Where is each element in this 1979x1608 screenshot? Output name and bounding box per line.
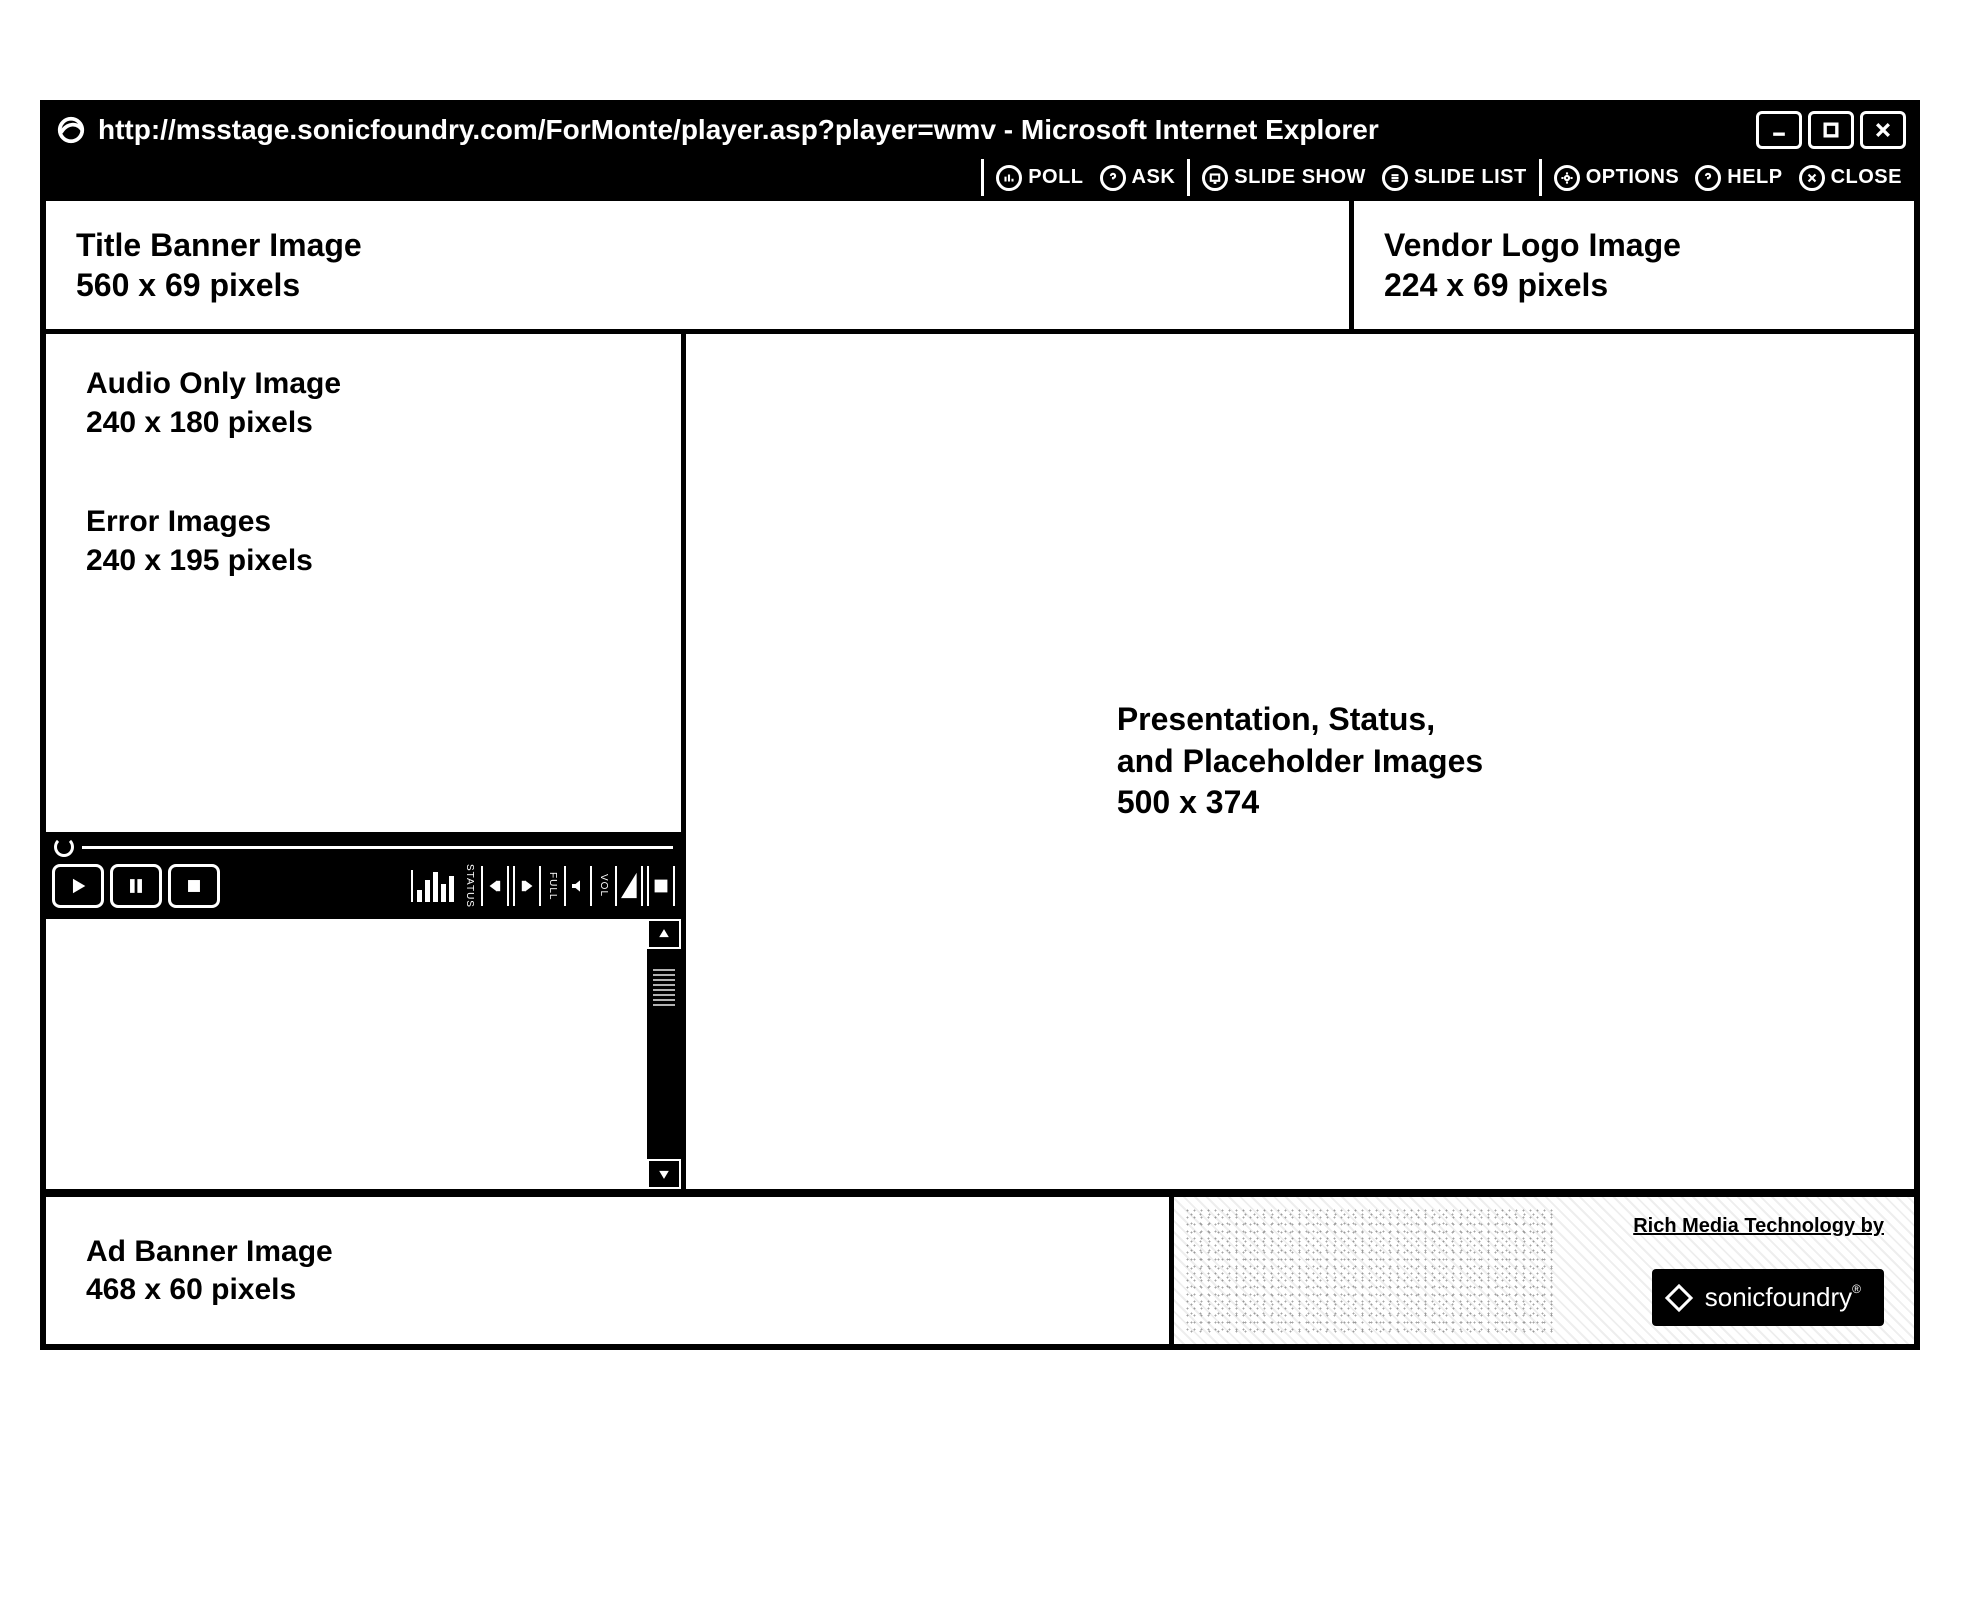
toolbar-group-system: OPTIONS HELP CLOSE [1539,159,1914,196]
progress-track[interactable] [82,846,673,849]
footer-texture [1184,1207,1554,1334]
scroll-thumb[interactable] [647,949,681,1159]
presentation-line1: Presentation, Status, [1117,701,1435,737]
sonicfoundry-name: sonicfoundry [1705,1282,1861,1313]
close-label: CLOSE [1831,166,1902,189]
sonicfoundry-badge[interactable]: sonicfoundry [1652,1269,1884,1326]
ad-banner-line2: 468 x 60 pixels [86,1273,296,1306]
close-button[interactable] [1860,111,1906,149]
window-titlebar: http://msstage.sonicfoundry.com/ForMonte… [46,106,1914,154]
vendor-logo-region: Vendor Logo Image 224 x 69 pixels [1354,201,1914,329]
mute-button[interactable] [564,866,592,906]
help-label: HELP [1727,166,1782,189]
options-label: OPTIONS [1586,166,1680,189]
audio-only-line1: Audio Only Image [86,367,341,400]
slidelist-label: SLIDE LIST [1414,166,1527,189]
audio-only-line2: 240 x 180 pixels [86,406,313,439]
buffering-icon [54,837,74,857]
audio-only-label: Audio Only Image 240 x 180 pixels [86,364,641,442]
poll-icon [996,165,1022,191]
video-placeholder-region: Audio Only Image 240 x 180 pixels Error … [46,334,681,837]
player-progress[interactable] [46,837,681,857]
stop-button[interactable] [168,864,220,908]
title-banner-region: Title Banner Image 560 x 69 pixels [46,201,1354,329]
ad-banner-region: Ad Banner Image 468 x 60 pixels [46,1197,1174,1344]
pause-button[interactable] [110,864,162,908]
footer-row: Ad Banner Image 468 x 60 pixels Rich Med… [46,1194,1914,1344]
slideshow-icon [1202,165,1228,191]
browser-window: http://msstage.sonicfoundry.com/ForMonte… [40,100,1920,1350]
options-button[interactable]: OPTIONS [1554,165,1680,191]
scroll-down-button[interactable] [647,1159,681,1189]
slideshow-label: SLIDE SHOW [1234,166,1366,189]
player-controls: STATUS FULL VOL [46,857,681,919]
rich-media-region: Rich Media Technology by sonicfoundry [1174,1197,1914,1344]
client-area: Title Banner Image 560 x 69 pixels Vendo… [46,196,1914,1344]
prev-track-button[interactable] [481,866,509,906]
equalizer-icon [411,870,458,902]
vol-label: VOL [596,874,611,897]
left-column: Audio Only Image 240 x 180 pixels Error … [46,334,686,1189]
play-button[interactable] [52,864,104,908]
scroll-up-button[interactable] [647,919,681,949]
ie-logo-icon [56,115,86,145]
close-icon [1799,165,1825,191]
toolbar-group-engage: POLL ASK [981,159,1187,196]
header-row: Title Banner Image 560 x 69 pixels Vendo… [46,201,1914,334]
poll-label: POLL [1028,166,1083,189]
ask-icon [1100,165,1126,191]
main-row: Audio Only Image 240 x 180 pixels Error … [46,334,1914,1194]
slidelist-button[interactable]: SLIDE LIST [1382,165,1527,191]
title-banner-line2: 560 x 69 pixels [76,267,300,303]
minimize-button[interactable] [1756,111,1802,149]
media-player-bar: STATUS FULL VOL [46,837,681,919]
playlist-button[interactable] [647,866,675,906]
ad-banner-label: Ad Banner Image 468 x 60 pixels [86,1233,333,1308]
window-controls [1756,111,1906,149]
help-icon [1695,165,1721,191]
toolbar-group-slides: SLIDE SHOW SLIDE LIST [1187,159,1538,196]
full-label: FULL [545,872,560,900]
info-scroll-area [46,919,681,1189]
error-images-line1: Error Images [86,505,271,538]
title-banner-label: Title Banner Image 560 x 69 pixels [76,225,1319,305]
ask-label: ASK [1132,166,1176,189]
title-banner-line1: Title Banner Image [76,227,362,263]
next-track-button[interactable] [513,866,541,906]
rich-media-credit: Rich Media Technology by [1633,1215,1884,1238]
app-close-button[interactable]: CLOSE [1799,165,1902,191]
slidelist-icon [1382,165,1408,191]
presentation-region: Presentation, Status, and Placeholder Im… [686,334,1914,1189]
slideshow-button[interactable]: SLIDE SHOW [1202,165,1366,191]
options-icon [1554,165,1580,191]
vendor-logo-line1: Vendor Logo Image [1384,227,1681,263]
player-right-cluster: STATUS FULL VOL [411,864,675,908]
help-button[interactable]: HELP [1695,165,1782,191]
maximize-button[interactable] [1808,111,1854,149]
presentation-line2: and Placeholder Images [1117,743,1483,779]
app-toolbar: POLL ASK SLIDE SHOW SLIDE LIST OPTIONS [46,154,1914,196]
poll-button[interactable]: POLL [996,165,1083,191]
diamond-icon [1665,1283,1693,1311]
window-title: http://msstage.sonicfoundry.com/ForMonte… [98,114,1756,146]
status-label: STATUS [462,864,477,908]
ask-button[interactable]: ASK [1100,165,1176,191]
vendor-logo-label: Vendor Logo Image 224 x 69 pixels [1384,225,1884,305]
presentation-label: Presentation, Status, and Placeholder Im… [1117,699,1483,824]
error-images-label: Error Images 240 x 195 pixels [86,502,641,580]
vendor-logo-line2: 224 x 69 pixels [1384,267,1608,303]
presentation-line3: 500 x 374 [1117,784,1259,820]
error-images-line2: 240 x 195 pixels [86,544,313,577]
vertical-scrollbar[interactable] [647,919,681,1189]
volume-slider[interactable] [615,866,643,906]
ad-banner-line1: Ad Banner Image [86,1235,333,1268]
